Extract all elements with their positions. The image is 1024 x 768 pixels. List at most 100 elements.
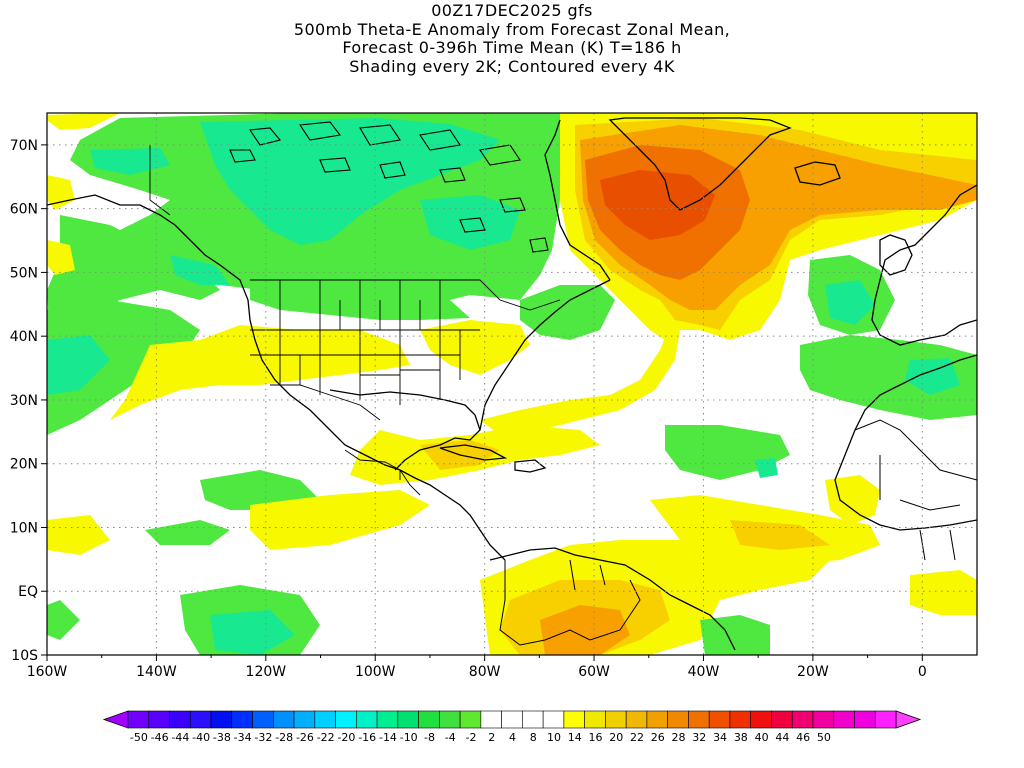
lon-tick-label: 60W — [578, 664, 610, 680]
lon-tick-label: 120W — [246, 664, 287, 680]
yellow-region-tropical-pac-2 — [250, 490, 430, 550]
colorbar: -50 -46 -44 -40 -38 -34 -32 -28 -26 -22 -20 -16 -14-… — [102, 710, 922, 744]
coastlines — [47, 117, 977, 651]
lat-tick-label: 50N — [10, 265, 38, 281]
yellow-patch-nw-pac — [47, 240, 75, 275]
colorbar-label: 26 — [651, 731, 665, 744]
colorbar-label: 2 — [488, 731, 495, 744]
colorbar-bin — [874, 710, 897, 729]
colorbar-bin — [314, 710, 336, 729]
lat-tick-label: EQ — [18, 584, 38, 600]
title-shading-info: Shading every 2K; Contoured every 4K — [349, 56, 675, 76]
hispaniola-coastline — [514, 459, 547, 473]
yellow-patch-alaska-west — [47, 175, 75, 210]
colorbar-label: -8 — [424, 731, 435, 744]
africa-coastline — [834, 354, 977, 531]
colorbar-label: -10 — [400, 731, 418, 744]
colorbar-bin — [189, 710, 212, 729]
colorbar-bin — [688, 710, 710, 729]
green-region-tropical-pac-2 — [145, 520, 230, 545]
title-variable: 500mb Theta-E Anomaly from Forecast Zona… — [293, 19, 731, 39]
colorbar-bin — [584, 710, 606, 729]
lon-tick-label: 80W — [469, 664, 501, 680]
lat-tick-label: 10N — [10, 520, 38, 536]
lat-tick-label: 40N — [10, 329, 38, 345]
colorbar-bin — [148, 710, 170, 729]
colorbar-label: -26 — [296, 731, 314, 744]
canada-islands — [229, 121, 549, 253]
africa-inland-borders — [854, 419, 977, 561]
colorbar-bin — [501, 710, 523, 729]
colorbar-label: 22 — [630, 731, 644, 744]
colorbar-bin — [771, 710, 793, 729]
teal-region-tropical-pac — [210, 610, 295, 655]
us-mexico-border — [270, 384, 381, 421]
lat-tick-label: 10S — [11, 648, 38, 664]
colorbar-label: 50 — [817, 731, 831, 744]
yellow-band-east-us — [420, 320, 530, 375]
us-canada-border — [250, 279, 561, 311]
colorbar-bin — [729, 710, 752, 729]
colorbar-bin — [625, 710, 648, 729]
colorbar-bin — [252, 710, 274, 729]
colorbar-bin — [376, 710, 399, 729]
title-date-model: 00Z17DEC2025 gfs — [431, 1, 593, 20]
colorbar-label: -46 — [151, 731, 169, 744]
colorbar-label: -22 — [317, 731, 335, 744]
green-region-tropical-pac-4 — [47, 600, 80, 640]
green-region-east-pacific — [47, 300, 200, 435]
graticule — [47, 113, 977, 655]
colorbar-bin — [335, 710, 357, 729]
colorbar-bin — [667, 710, 689, 729]
alaska-border — [149, 145, 171, 216]
lon-tick-label: 160W — [27, 664, 68, 680]
colorbar-bin — [439, 710, 461, 729]
orange-region-south-america — [540, 605, 630, 655]
colorbar-label: -16 — [358, 731, 376, 744]
colorbar-label: 44 — [775, 731, 789, 744]
teal-region-pacific — [170, 255, 230, 285]
colorbar-bin — [646, 710, 668, 729]
colorbar-bin — [418, 710, 440, 729]
gulf-coast — [329, 389, 481, 471]
colorbar-label: 32 — [692, 731, 706, 744]
south-america-borders — [499, 559, 641, 646]
colorbar-label: -28 — [275, 731, 293, 744]
lat-tick-label: 20N — [10, 457, 38, 473]
colorbar-bin — [210, 710, 233, 729]
yellow-band-atlantic-arc — [480, 325, 680, 435]
yellow-patch-canada — [47, 113, 120, 130]
colorbar-label: -4 — [445, 731, 456, 744]
colorbar-bin — [397, 710, 419, 729]
colorbar-bin — [272, 710, 295, 729]
colorbar-left-arrow — [102, 710, 129, 729]
colorbar-label: 34 — [713, 731, 727, 744]
colorbar-bin — [833, 710, 855, 729]
green-region-ne-atlantic — [800, 335, 977, 420]
colorbar-bin — [563, 710, 585, 729]
yellow-band-southwest-us — [110, 325, 410, 420]
political-borders — [149, 121, 561, 496]
greenland-coastline — [608, 117, 792, 211]
colorbar-label: 8 — [530, 731, 537, 744]
colorbar-label: 4 — [509, 731, 516, 744]
lat-tick-label: 70N — [10, 138, 38, 154]
colorbar-bin — [293, 710, 316, 729]
green-region-great-lakes — [520, 285, 615, 340]
colorbar-label: -50 — [130, 731, 148, 744]
lat-tick-label: 30N — [10, 393, 38, 409]
colorbar-label: 14 — [568, 731, 582, 744]
mexico-central-america-borders — [344, 449, 421, 496]
lon-tick-label: 0 — [918, 664, 927, 680]
colorbar-bin — [231, 710, 253, 729]
anomaly-shading — [47, 113, 977, 655]
south-america-coastline — [489, 547, 736, 651]
teal-region-hudson — [420, 195, 520, 250]
colorbar-right-arrow — [895, 710, 922, 729]
green-region-brazil — [700, 615, 770, 655]
colorbar-label: 40 — [755, 731, 769, 744]
colorbar-bin — [522, 710, 544, 729]
colorbar-bin — [605, 710, 627, 729]
teal-region-east-pacific — [47, 335, 110, 395]
